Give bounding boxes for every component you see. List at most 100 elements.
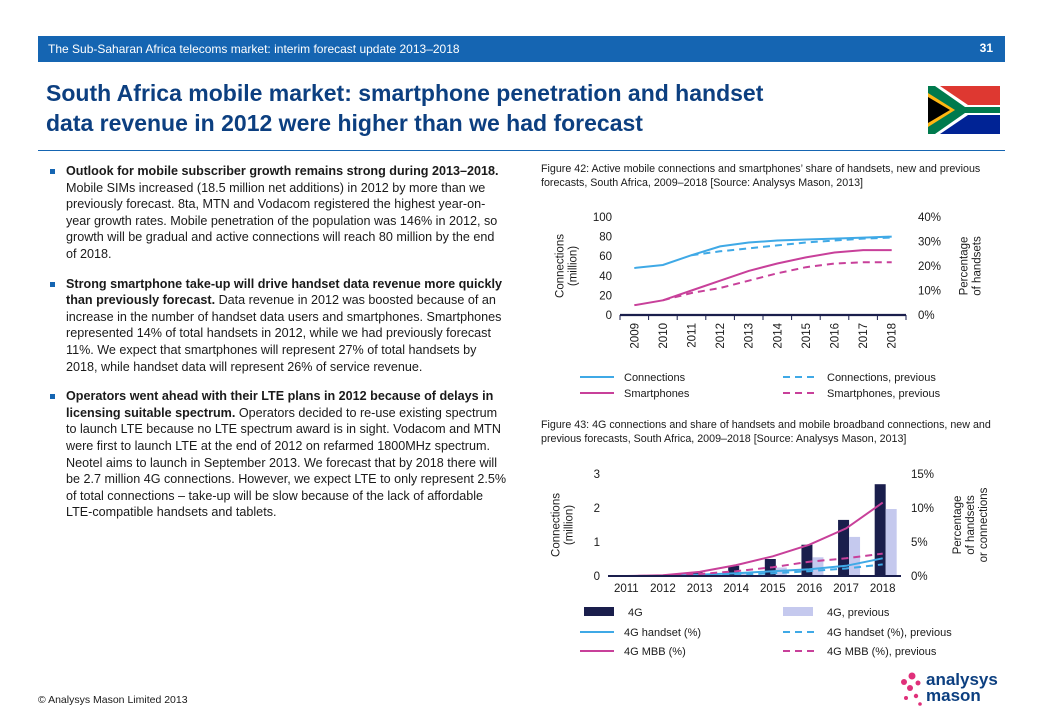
figure-43-chart: 0 1 2 3 0% 5% 10% 15% Connections (million) Percen…: [551, 469, 991, 658]
legend-swatch: [584, 607, 614, 616]
bar-4g: [874, 484, 886, 576]
y-tick-label: 0: [606, 310, 612, 322]
y2-tick-label: 40%: [918, 212, 941, 224]
legend-label: Smartphones: [624, 388, 690, 400]
x-tick-label: 2015: [801, 323, 813, 349]
page-number: 31: [979, 41, 993, 55]
logo-wordmark: analysys mason: [926, 670, 998, 705]
axis-title-line: of handsets: [972, 236, 984, 296]
page-title-line-2: data revenue in 2012 were higher than we…: [46, 110, 643, 136]
bullet-lead: Strong smartphone take-up will drive han…: [66, 276, 502, 308]
y-tick-label: 100: [593, 212, 612, 224]
bar-4g: [838, 519, 850, 576]
legend-label: 4G handset (%), previous: [827, 627, 952, 639]
axis-title-line: or connections: [978, 487, 990, 562]
figure-43-caption: Figure 43: 4G connections and share of h…: [541, 419, 991, 445]
legend-label: Connections, previous: [827, 372, 936, 384]
y2-tick-label: 5%: [911, 537, 928, 549]
series-line: [634, 235, 892, 269]
figure-42-caption: Figure 42: Active mobile connections and…: [541, 163, 981, 189]
axis-title-line: Connections: [555, 234, 567, 298]
page-title: South Africa mobile market: smartphone p…: [46, 78, 906, 138]
copyright-footer: © Analysys Mason Limited 2013: [38, 694, 188, 706]
bullet-item: Strong smartphone take-up will drive han…: [48, 276, 508, 376]
bullet-item: Operators went ahead with their LTE plan…: [48, 388, 508, 521]
axis-title-line: of handsets: [965, 495, 977, 555]
x-tick-label: 2011: [687, 323, 699, 348]
bullet-body: Data revenue in 2012 was boosted because…: [66, 293, 502, 374]
y2-tick-label: 30%: [918, 237, 941, 249]
x-tick-label: 2015: [760, 583, 786, 595]
x-tick-label: 2016: [830, 323, 842, 349]
y2-axis-title: Percentage of handsets or connections: [952, 487, 990, 562]
header-bar: The Sub-Saharan Africa telecoms market: …: [38, 36, 1005, 62]
page-title-line-1: South Africa mobile market: smartphone p…: [46, 80, 764, 106]
bullet-square-icon: [50, 169, 55, 174]
y2-tick-label: 10%: [918, 286, 941, 298]
y-tick-label: 2: [594, 503, 600, 515]
y-tick-label: 20: [599, 290, 612, 302]
bullet-list: Outlook for mobile subscriber growth rem…: [48, 163, 508, 534]
x-tick-label: 2018: [870, 583, 896, 595]
x-tick-label: 2012: [715, 323, 727, 349]
x-tick-label: 2018: [887, 323, 899, 349]
bar-4g-previous: [812, 557, 824, 576]
bar-4g-previous: [739, 571, 751, 576]
legend-label: 4G handset (%): [624, 627, 701, 639]
y2-tick-label: 15%: [911, 469, 934, 481]
title-divider: [38, 150, 1005, 151]
series-line: [662, 261, 892, 302]
x-tick-label: 2011: [614, 583, 639, 595]
y-tick-label: 3: [594, 469, 600, 481]
axis-title-line: Percentage: [952, 496, 964, 555]
legend-swatch: [783, 607, 813, 616]
bar-4g: [801, 544, 813, 576]
y2-tick-label: 10%: [911, 503, 934, 515]
x-tick-label: 2014: [723, 583, 749, 595]
x-tick-label: 2013: [744, 323, 756, 349]
legend-label: 4G, previous: [827, 607, 890, 619]
y-tick-label: 80: [599, 232, 612, 244]
y2-axis-title: Percentage of handsets: [959, 236, 984, 296]
bullet-body: Operators decided to re-use existing spe…: [66, 405, 507, 520]
bullet-item: Outlook for mobile subscriber growth rem…: [48, 163, 508, 263]
logo-line-2: mason: [926, 686, 981, 705]
bar-4g-previous: [885, 509, 897, 576]
analysys-mason-logo-icon: [901, 672, 922, 706]
report-subtitle: The Sub-Saharan Africa telecoms market: …: [48, 42, 460, 56]
x-tick-label: 2017: [858, 323, 870, 349]
series-line: [634, 249, 892, 307]
legend-label: 4G MBB (%): [624, 646, 686, 658]
y-tick-label: 60: [599, 251, 612, 263]
south-africa-flag-icon: [928, 86, 1000, 134]
bullet-lead: Operators went ahead with their LTE plan…: [66, 389, 494, 420]
y2-tick-label: 20%: [918, 261, 941, 273]
axis-title-line: (million): [568, 246, 580, 286]
axis-title-line: (million): [564, 505, 576, 545]
logo-line-1: analysys: [926, 670, 998, 689]
y2-tick-label: 0%: [918, 310, 935, 322]
bullet-lead: Outlook for mobile subscriber growth rem…: [66, 164, 499, 178]
y-tick-label: 1: [594, 537, 600, 549]
x-tick-label: 2016: [797, 583, 823, 595]
bar-4g: [728, 565, 740, 576]
axis-title-line: Connections: [551, 493, 563, 557]
legend-label: 4G MBB (%), previous: [827, 646, 937, 658]
bar-4g-previous: [775, 567, 787, 576]
axis-title-line: Percentage: [959, 237, 971, 296]
legend-label: Connections: [624, 372, 686, 384]
y-axis-title: Connections (million): [551, 493, 576, 557]
x-tick-label: 2017: [833, 583, 859, 595]
y-axis-title: Connections (million): [555, 234, 580, 298]
bullet-square-icon: [50, 394, 55, 400]
series-line: [691, 236, 892, 257]
y-tick-label: 0: [594, 571, 600, 583]
legend-label: Smartphones, previous: [827, 388, 941, 400]
bullet-body: Mobile SIMs increased (18.5 million net …: [66, 180, 498, 261]
y-tick-label: 40: [599, 271, 612, 283]
bullet-square-icon: [50, 281, 55, 287]
legend-label: 4G: [628, 607, 643, 619]
x-tick-label: 2010: [658, 323, 670, 349]
x-tick-label: 2009: [629, 323, 641, 349]
